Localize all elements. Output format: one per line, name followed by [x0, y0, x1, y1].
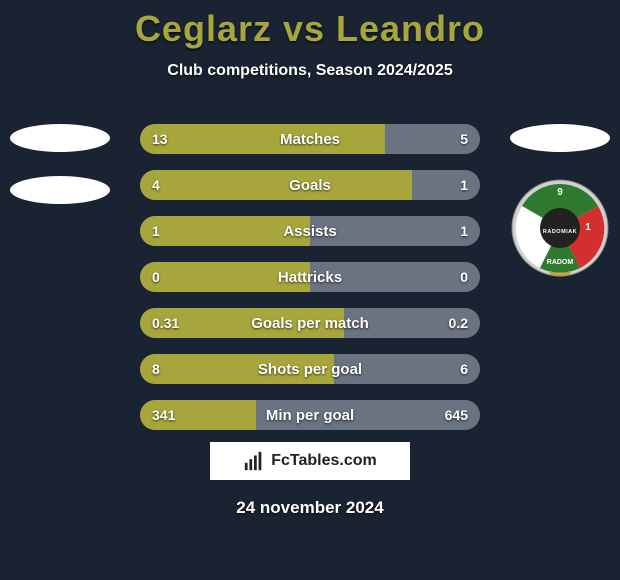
stat-row: 8Shots per goal6 [140, 354, 480, 384]
page-title: Ceglarz vs Leandro [0, 0, 620, 50]
stat-row: 13Matches5 [140, 124, 480, 154]
stat-row: 341Min per goal645 [140, 400, 480, 430]
avatar-ellipse [10, 124, 110, 152]
club-crest: 9 1 RADOMIAK RADOM [510, 178, 610, 278]
stat-value-right: 0.2 [449, 308, 468, 338]
stat-row: 0.31Goals per match0.2 [140, 308, 480, 338]
svg-text:RADOM: RADOM [547, 259, 574, 266]
stat-value-right: 645 [445, 400, 468, 430]
stat-label: Hattricks [140, 262, 480, 292]
svg-text:RADOMIAK: RADOMIAK [543, 229, 577, 235]
svg-text:1: 1 [585, 222, 591, 233]
footer-date: 24 november 2024 [0, 498, 620, 518]
subtitle: Club competitions, Season 2024/2025 [0, 62, 620, 80]
stats-bars: 13Matches54Goals11Assists10Hattricks00.3… [140, 124, 480, 446]
stat-value-right: 6 [460, 354, 468, 384]
stat-label: Min per goal [140, 400, 480, 430]
chart-icon [243, 450, 265, 472]
footer-brand-text: FcTables.com [271, 452, 377, 470]
player-left-avatar [10, 88, 110, 188]
stat-row: 4Goals1 [140, 170, 480, 200]
svg-text:9: 9 [557, 187, 563, 198]
stat-label: Assists [140, 216, 480, 246]
stat-row: 0Hattricks0 [140, 262, 480, 292]
avatar-ellipse [510, 124, 610, 152]
stat-value-right: 1 [460, 216, 468, 246]
footer-brand[interactable]: FcTables.com [210, 442, 410, 480]
avatar-ellipse [10, 176, 110, 204]
stat-label: Shots per goal [140, 354, 480, 384]
stat-value-right: 5 [460, 124, 468, 154]
stat-label: Matches [140, 124, 480, 154]
stat-value-right: 0 [460, 262, 468, 292]
stat-label: Goals per match [140, 308, 480, 338]
stat-row: 1Assists1 [140, 216, 480, 246]
stat-value-right: 1 [460, 170, 468, 200]
stat-label: Goals [140, 170, 480, 200]
player-right-avatar [510, 88, 610, 188]
